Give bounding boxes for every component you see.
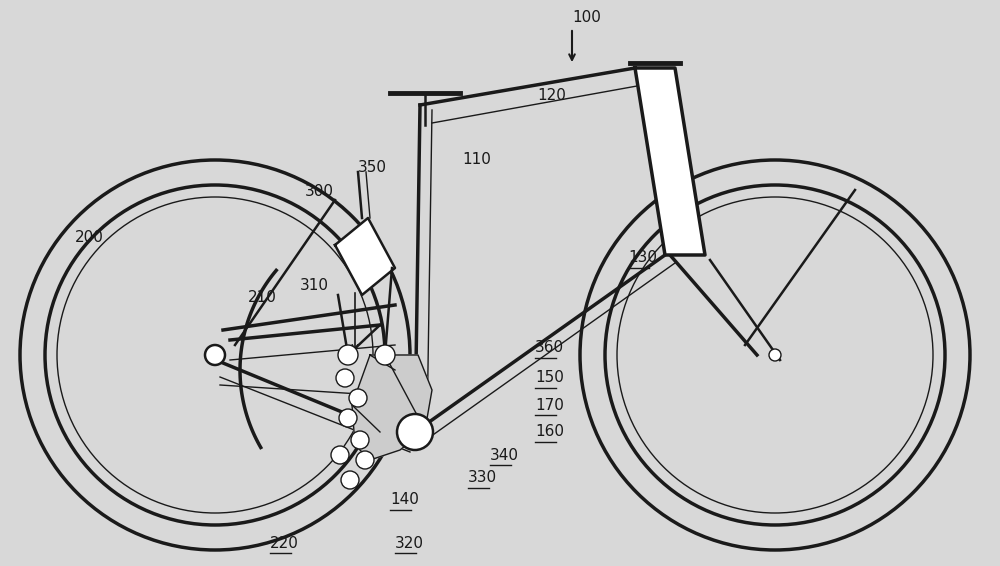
- Circle shape: [341, 471, 359, 489]
- Text: 350: 350: [358, 161, 387, 175]
- Circle shape: [336, 369, 354, 387]
- Text: 360: 360: [535, 341, 564, 355]
- Text: 170: 170: [535, 397, 564, 413]
- Text: 330: 330: [468, 470, 497, 486]
- Text: 150: 150: [535, 371, 564, 385]
- Circle shape: [339, 409, 357, 427]
- Polygon shape: [635, 68, 705, 255]
- Text: 220: 220: [270, 535, 299, 551]
- Circle shape: [205, 345, 225, 365]
- Circle shape: [351, 431, 369, 449]
- Text: 200: 200: [75, 230, 104, 246]
- Circle shape: [349, 389, 367, 407]
- Text: 140: 140: [390, 492, 419, 508]
- Text: 320: 320: [395, 535, 424, 551]
- Text: 310: 310: [300, 277, 329, 293]
- Text: 300: 300: [305, 185, 334, 199]
- Text: 340: 340: [490, 448, 519, 462]
- Circle shape: [769, 349, 781, 361]
- Text: 120: 120: [537, 88, 566, 102]
- Circle shape: [397, 414, 433, 450]
- Circle shape: [331, 446, 349, 464]
- Text: 160: 160: [535, 424, 564, 440]
- Text: 100: 100: [572, 11, 601, 25]
- Circle shape: [338, 345, 358, 365]
- Text: 210: 210: [248, 290, 277, 306]
- Circle shape: [356, 451, 374, 469]
- Text: 110: 110: [462, 152, 491, 168]
- Polygon shape: [335, 218, 395, 295]
- Circle shape: [375, 345, 395, 365]
- Text: 130: 130: [628, 251, 657, 265]
- Polygon shape: [352, 355, 432, 460]
